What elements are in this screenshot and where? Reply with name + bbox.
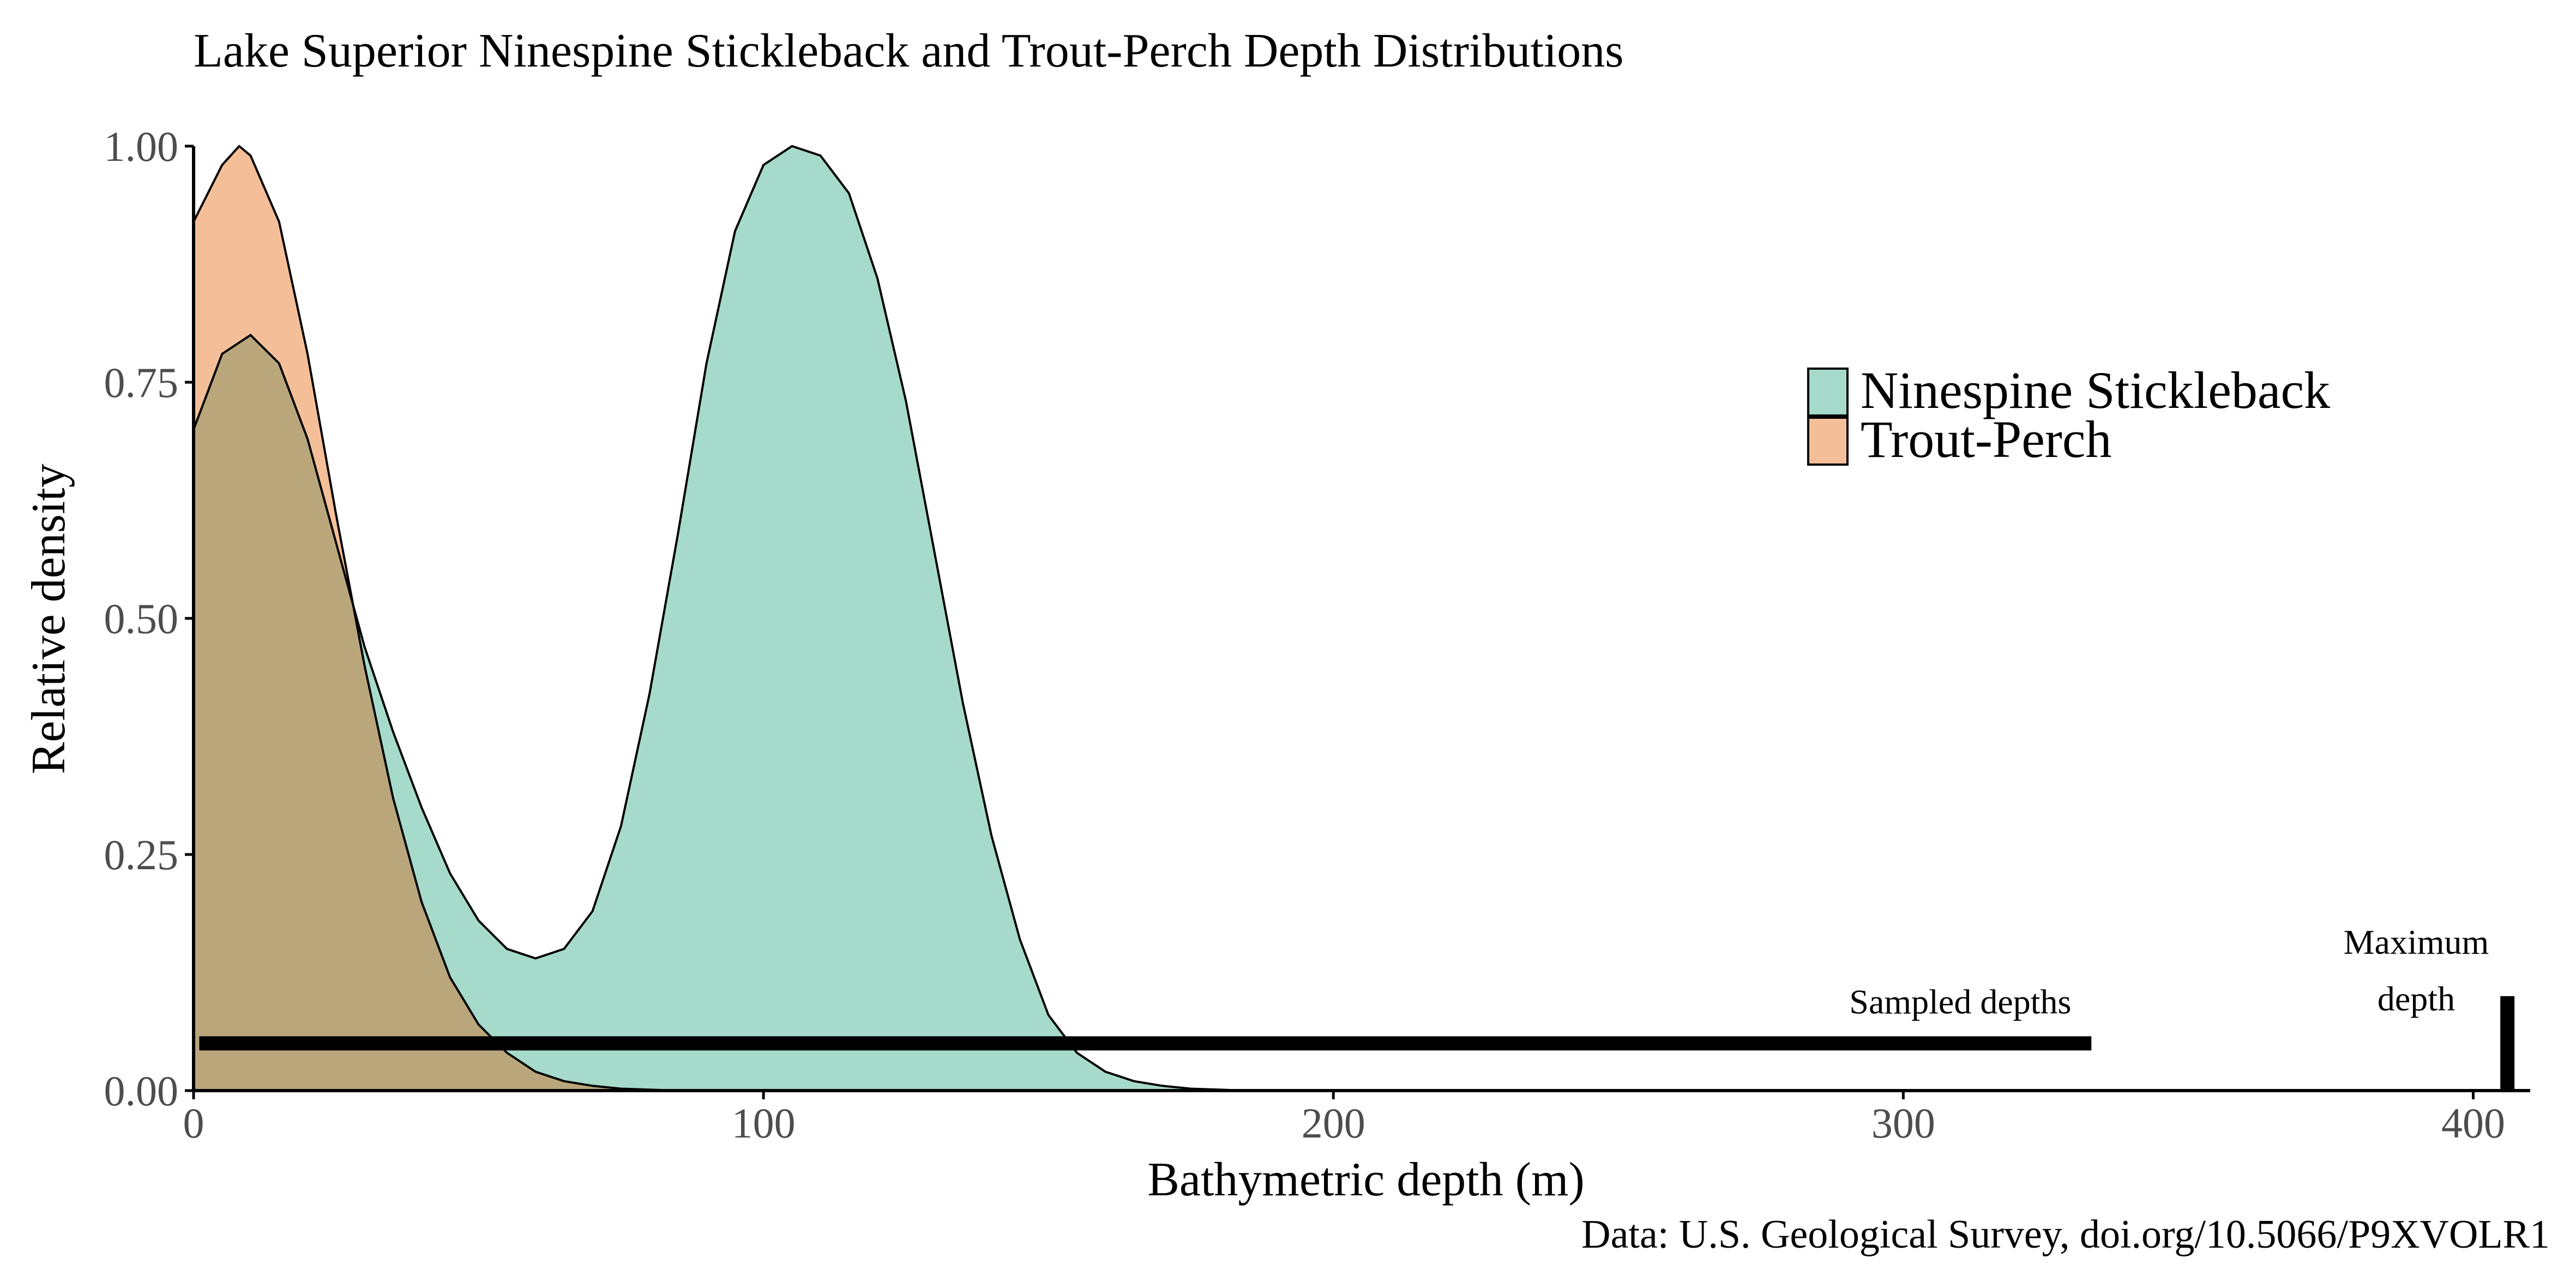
y-axis-title: Relative density	[22, 464, 75, 774]
legend-key-ninespine-stickleback	[1807, 368, 1849, 417]
data-source-caption: Data: U.S. Geological Survey, doi.org/10…	[1581, 1212, 2550, 1257]
x-axis-title: Bathymetric depth (m)	[1147, 1153, 1585, 1206]
y-tick-label: 0.50	[104, 595, 179, 642]
legend-label-trout-perch: Trout-Perch	[1861, 410, 2111, 468]
legend-key-trout-perch	[1807, 417, 1849, 466]
legend: Ninespine Stickleback Trout-Perch	[1807, 361, 2330, 468]
x-tick-label: 0	[183, 1099, 204, 1147]
y-axis-ticks: 0.00 0.25 0.50 0.75 1.00	[104, 123, 194, 1115]
y-tick-label: 1.00	[104, 123, 179, 170]
x-tick-label: 200	[1302, 1099, 1365, 1147]
maximum-depth-label-line1: Maximum	[2344, 923, 2489, 961]
legend-label-ninespine-stickleback: Ninespine Stickleback	[1861, 361, 2330, 419]
chart-title: Lake Superior Ninespine Stickleback and …	[194, 25, 1623, 77]
y-tick-label: 0.00	[104, 1067, 179, 1115]
sampled-depths-label: Sampled depths	[1849, 982, 2071, 1021]
x-tick-label: 100	[732, 1099, 796, 1147]
x-tick-label: 300	[1871, 1099, 1935, 1147]
outline-ninespine-stickleback	[192, 145, 1334, 1092]
y-tick-label: 0.75	[104, 359, 179, 406]
axes: 0 100 200 300 400 0.00 0.25 0.50 0.75 1.00	[104, 123, 2530, 1147]
y-tick-label: 0.25	[104, 831, 179, 878]
x-axis-ticks: 0 100 200 300 400	[183, 1091, 2505, 1147]
maximum-depth-label-line2: depth	[2378, 979, 2455, 1018]
plot-area: Sampled depths Maximum depth	[192, 145, 2515, 1092]
x-tick-label: 400	[2441, 1099, 2505, 1147]
area-ninespine-stickleback	[194, 146, 1334, 1091]
